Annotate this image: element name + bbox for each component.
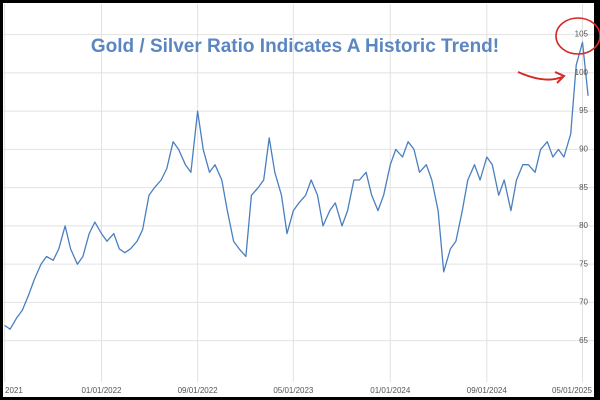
y-tick-label: 75 <box>579 259 588 268</box>
y-tick-label: 65 <box>579 336 588 345</box>
highlight-circle <box>555 17 600 55</box>
x-tick-label: 05/01/2025 <box>552 386 593 395</box>
x-tick-label: 01/01/2024 <box>370 386 411 395</box>
x-tick-label: 2021 <box>5 386 23 395</box>
y-tick-label: 85 <box>579 183 588 192</box>
x-tick-label: 05/01/2023 <box>273 386 314 395</box>
line <box>4 41 589 330</box>
x-tick-label: 09/01/2022 <box>178 386 219 395</box>
y-tick-label: 80 <box>579 221 588 230</box>
y-tick-label: 100 <box>575 68 589 77</box>
marks <box>4 41 589 330</box>
plot-background <box>3 3 594 397</box>
y-tick-label: 70 <box>579 298 588 307</box>
x-tick-label: 01/01/2022 <box>81 386 122 395</box>
y-tick-label: 95 <box>579 106 588 115</box>
y-tick-label: 90 <box>579 144 588 153</box>
grid <box>3 4 594 382</box>
arrow <box>517 71 563 81</box>
arrow-head <box>554 71 566 84</box>
y-tick-label: 105 <box>575 30 589 39</box>
x-tick-label: 09/01/2024 <box>467 386 508 395</box>
chart-title: Gold / Silver Ratio Indicates A Historic… <box>91 36 499 57</box>
